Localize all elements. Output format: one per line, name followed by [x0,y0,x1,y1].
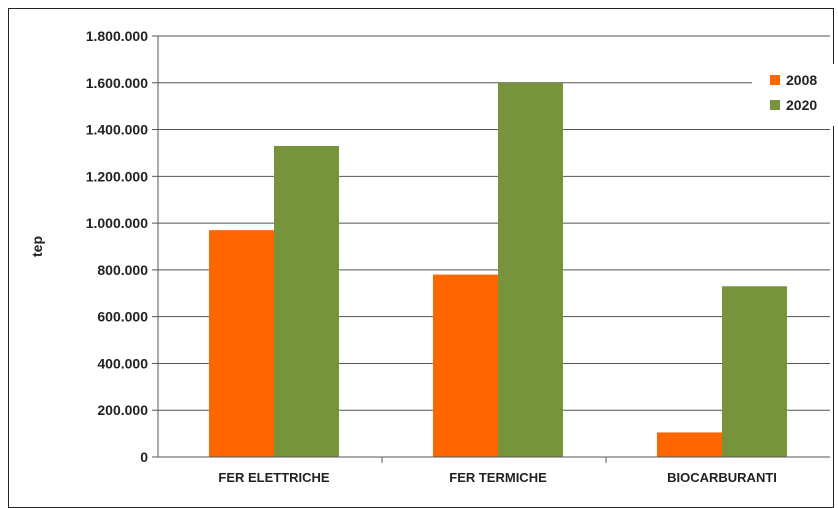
y-tick-label: 1.400.000 [86,122,148,138]
y-tick-label: 1.600.000 [86,75,148,91]
bar-chart: 0 200.000 400.000 600.000 800.000 1.000.000 1.… [29,28,836,485]
y-tick-label: 400.000 [97,355,148,371]
axes [157,36,830,463]
y-tick-label: 200.000 [97,402,148,418]
legend-box [752,64,836,126]
x-category-label: BIOCARBURANTI [667,470,777,485]
bar-2020-1 [498,82,563,458]
chart-frame [8,8,834,508]
y-tick-label: 600.000 [97,309,148,325]
bar-2008-1 [433,274,498,457]
category-labels: FER ELETTRICHE FER TERMICHE BIOCARBURANTI [218,470,777,485]
y-tick-label: 1.000.000 [86,215,148,231]
x-category-label: FER ELETTRICHE [218,470,330,485]
bar-2008-2 [657,432,722,457]
y-axis-title: tep [29,236,45,257]
y-tick-label: 0 [140,449,148,465]
bars [209,82,787,458]
y-tick-label: 1.200.000 [86,168,148,184]
y-tick-labels: 0 200.000 400.000 600.000 800.000 1.000.000 1.… [86,28,149,465]
legend-swatch-2020 [770,100,780,110]
y-tick-label: 800.000 [97,262,148,278]
bar-2020-0 [274,145,339,457]
x-category-label: FER TERMICHE [449,470,547,485]
y-tick-label: 1.800.000 [86,28,148,44]
bar-2020-2 [722,286,787,457]
legend-label-2020: 2020 [786,97,817,113]
legend-swatch-2008 [770,75,780,85]
legend-label-2008: 2008 [786,72,817,88]
legend: 2008 2020 [752,64,836,126]
bar-2008-0 [209,230,274,457]
